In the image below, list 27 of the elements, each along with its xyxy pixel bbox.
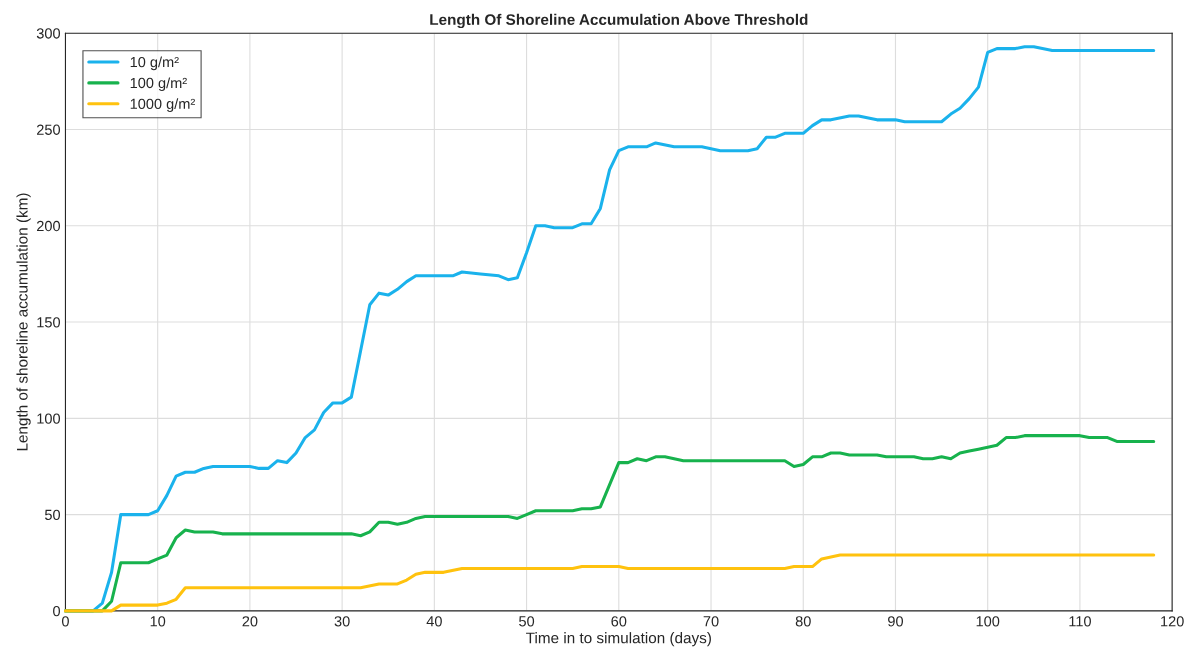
line-series (63, 553, 1156, 613)
x-tick-label: 100 (976, 616, 1000, 627)
y-tick-label: 0 (53, 605, 61, 617)
x-tick-label: 40 (426, 616, 442, 627)
y-axis-title: Length of shoreline accumulation (km) (16, 193, 31, 451)
x-tick-label: 120 (1161, 616, 1184, 627)
x-tick-label: 60 (611, 616, 627, 627)
y-tick-label: 100 (37, 413, 61, 424)
y-tick-label: 50 (44, 509, 61, 521)
y-tick-label: 150 (37, 317, 61, 328)
y-tick-label: 200 (36, 220, 61, 232)
x-axis-title: Time in to simulation (days) (526, 632, 711, 647)
x-tick-label: 80 (795, 616, 811, 627)
x-tick-label: 70 (703, 616, 719, 627)
legend-label: 10 g/m² (130, 56, 179, 71)
legend-label: 100 g/m² (130, 77, 187, 92)
y-tick-label: 300 (36, 28, 61, 39)
y-tick-label: 250 (36, 124, 61, 135)
x-tick-label: 90 (888, 616, 904, 627)
chart-title: Length Of Shoreline Accumulation Above Threshold (430, 13, 808, 29)
x-tick-label: 50 (519, 616, 535, 627)
x-tick-label: 20 (242, 616, 258, 627)
x-tick-label: 0 (61, 616, 69, 627)
x-tick-label: 10 (150, 616, 166, 627)
x-tick-label: 110 (1069, 616, 1091, 627)
legend-label: 1000 g/m² (130, 98, 195, 112)
x-tick-label: 30 (334, 616, 350, 627)
